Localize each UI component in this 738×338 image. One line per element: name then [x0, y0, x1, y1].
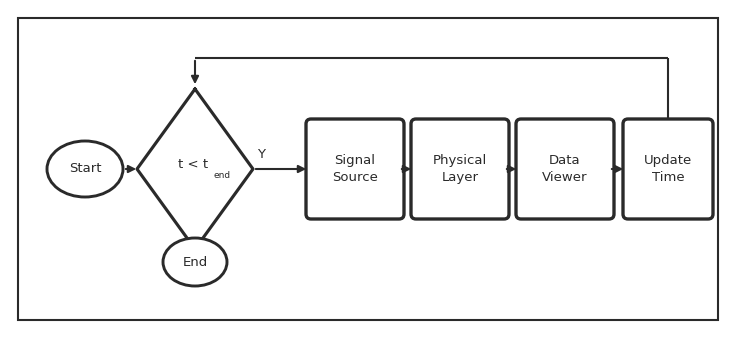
Text: Data
Viewer: Data Viewer — [542, 154, 587, 184]
FancyBboxPatch shape — [516, 119, 614, 219]
Text: t < t: t < t — [178, 159, 208, 171]
Text: Y: Y — [257, 148, 265, 162]
Ellipse shape — [47, 141, 123, 197]
Text: Signal
Source: Signal Source — [332, 154, 378, 184]
Bar — [18, 18, 718, 320]
Polygon shape — [137, 89, 253, 249]
Text: Start: Start — [69, 163, 101, 175]
Text: Physical
Layer: Physical Layer — [433, 154, 487, 184]
FancyBboxPatch shape — [306, 119, 404, 219]
Text: N: N — [168, 257, 178, 270]
Text: End: End — [182, 256, 207, 268]
Ellipse shape — [163, 238, 227, 286]
Text: end: end — [213, 170, 230, 179]
FancyBboxPatch shape — [411, 119, 509, 219]
FancyBboxPatch shape — [623, 119, 713, 219]
Text: Update
Time: Update Time — [644, 154, 692, 184]
